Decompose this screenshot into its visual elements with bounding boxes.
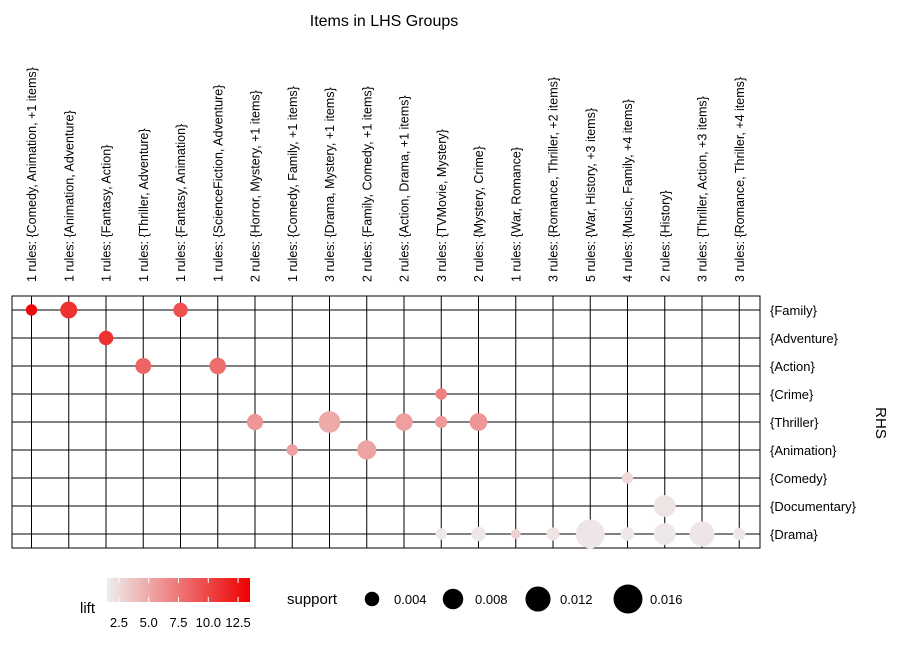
lhs-group-label: 3 rules: {Thriller, Action, +3 items} bbox=[696, 96, 710, 282]
chart-title: Items in LHS Groups bbox=[310, 13, 459, 30]
lhs-group-label: 1 rules: {Fantasy, Animation} bbox=[174, 124, 188, 282]
support-legend-dot bbox=[364, 591, 380, 607]
rhs-item-label: {Animation} bbox=[770, 443, 837, 458]
support-legend-dot bbox=[442, 588, 464, 610]
lhs-group-label: 1 rules: {Animation, Adventure} bbox=[62, 110, 76, 282]
lhs-group-label: 2 rules: {Mystery, Crime} bbox=[472, 146, 486, 282]
rule-point bbox=[357, 440, 377, 460]
rule-point bbox=[98, 330, 114, 346]
lift-legend: lift 2.5 5.0 7.5 10.0 12.5 bbox=[80, 578, 251, 630]
rhs-item-label: {Crime} bbox=[770, 387, 814, 402]
lhs-group-label: 1 rules: {Thriller, Adventure} bbox=[137, 128, 151, 282]
rule-point bbox=[732, 527, 746, 541]
support-legend-label: 0.008 bbox=[475, 592, 508, 607]
rhs-item-label: {Drama} bbox=[770, 527, 818, 542]
rhs-item-label: {Thriller} bbox=[770, 415, 819, 430]
lhs-group-label: 1 rules: {Comedy, Animation, +1 items} bbox=[25, 67, 39, 282]
support-legend-dot bbox=[525, 586, 551, 612]
rhs-item-labels: {Family} {Adventure} {Action} {Crime} {Thril… bbox=[770, 303, 857, 542]
rule-point bbox=[471, 526, 486, 542]
lift-tick-label: 7.5 bbox=[169, 615, 187, 630]
rule-point bbox=[621, 472, 634, 484]
rule-point bbox=[435, 415, 448, 429]
lhs-group-label: 2 rules: {Horror, Mystery, +1 items} bbox=[249, 90, 263, 282]
rhs-item-label: {Action} bbox=[770, 359, 815, 374]
support-legend-title: support bbox=[287, 591, 338, 608]
rule-point bbox=[173, 302, 188, 318]
rhs-item-label: {Adventure} bbox=[770, 331, 839, 346]
rule-point bbox=[286, 444, 298, 456]
data-points bbox=[25, 301, 746, 549]
rule-point bbox=[469, 413, 488, 431]
support-legend: support 0.004 0.008 0.012 0.016 bbox=[287, 584, 683, 614]
rule-point bbox=[546, 527, 560, 541]
lhs-group-label: 3 rules: {TVMovie, Mystery} bbox=[435, 129, 449, 282]
lhs-group-label: 3 rules: {Romance, Thriller, +4 items} bbox=[733, 77, 747, 282]
lhs-group-label: 1 rules: {War, Romance} bbox=[509, 147, 523, 282]
rule-point bbox=[653, 495, 676, 517]
rhs-item-label: {Documentary} bbox=[770, 499, 857, 514]
support-legend-label: 0.012 bbox=[560, 592, 593, 607]
rule-point bbox=[318, 411, 341, 433]
lhs-group-label: 4 rules: {Music, Family, +4 items} bbox=[621, 99, 635, 282]
rhs-item-label: {Family} bbox=[770, 303, 818, 318]
grid bbox=[11, 295, 761, 549]
lift-tick-label: 10.0 bbox=[196, 615, 221, 630]
rule-point bbox=[620, 527, 635, 541]
rule-point bbox=[25, 304, 38, 316]
lhs-group-label: 2 rules: {Family, Comedy, +1 items} bbox=[360, 86, 374, 282]
support-legend-dot bbox=[613, 584, 643, 614]
rule-point bbox=[689, 521, 715, 547]
rule-point bbox=[246, 413, 264, 431]
lhs-group-labels: 1 rules: {Comedy, Animation, +1 items} 1 … bbox=[25, 67, 747, 282]
rhs-item-label: {Comedy} bbox=[770, 471, 828, 486]
lhs-group-label: 3 rules: {Romance, Thriller, +2 items} bbox=[547, 77, 561, 282]
rule-point bbox=[135, 358, 152, 374]
lift-tick-label: 2.5 bbox=[110, 615, 128, 630]
y-axis-title: RHS bbox=[872, 407, 889, 439]
lift-legend-ticks: 2.5 5.0 7.5 10.0 12.5 bbox=[110, 578, 251, 630]
rule-point bbox=[60, 301, 78, 319]
rule-point bbox=[435, 528, 447, 540]
rule-point bbox=[653, 523, 676, 545]
rule-point bbox=[510, 529, 521, 539]
support-legend-label: 0.004 bbox=[394, 592, 427, 607]
lhs-group-label: 5 rules: {War, History, +3 items} bbox=[584, 108, 598, 282]
lift-legend-title: lift bbox=[80, 600, 96, 617]
rule-point bbox=[435, 388, 447, 400]
lift-tick-label: 5.0 bbox=[140, 615, 158, 630]
support-legend-items: 0.004 0.008 0.012 0.016 bbox=[364, 584, 683, 614]
rule-point bbox=[395, 413, 413, 431]
lhs-group-label: 2 rules: {History} bbox=[658, 190, 672, 282]
lhs-group-label: 1 rules: {ScienceFiction, Adventure} bbox=[211, 85, 225, 282]
lhs-group-label: 1 rules: {Fantasy, Action} bbox=[100, 145, 114, 282]
lift-tick-label: 12.5 bbox=[225, 615, 250, 630]
rule-point bbox=[209, 357, 227, 375]
support-legend-label: 0.016 bbox=[650, 592, 683, 607]
lhs-group-label: 1 rules: {Comedy, Family, +1 items} bbox=[286, 86, 300, 282]
rule-point bbox=[575, 519, 605, 549]
lhs-group-label: 3 rules: {Drama, Mystery, +1 items} bbox=[323, 87, 337, 282]
lhs-group-label: 2 rules: {Action, Drama, +1 items} bbox=[398, 95, 412, 282]
